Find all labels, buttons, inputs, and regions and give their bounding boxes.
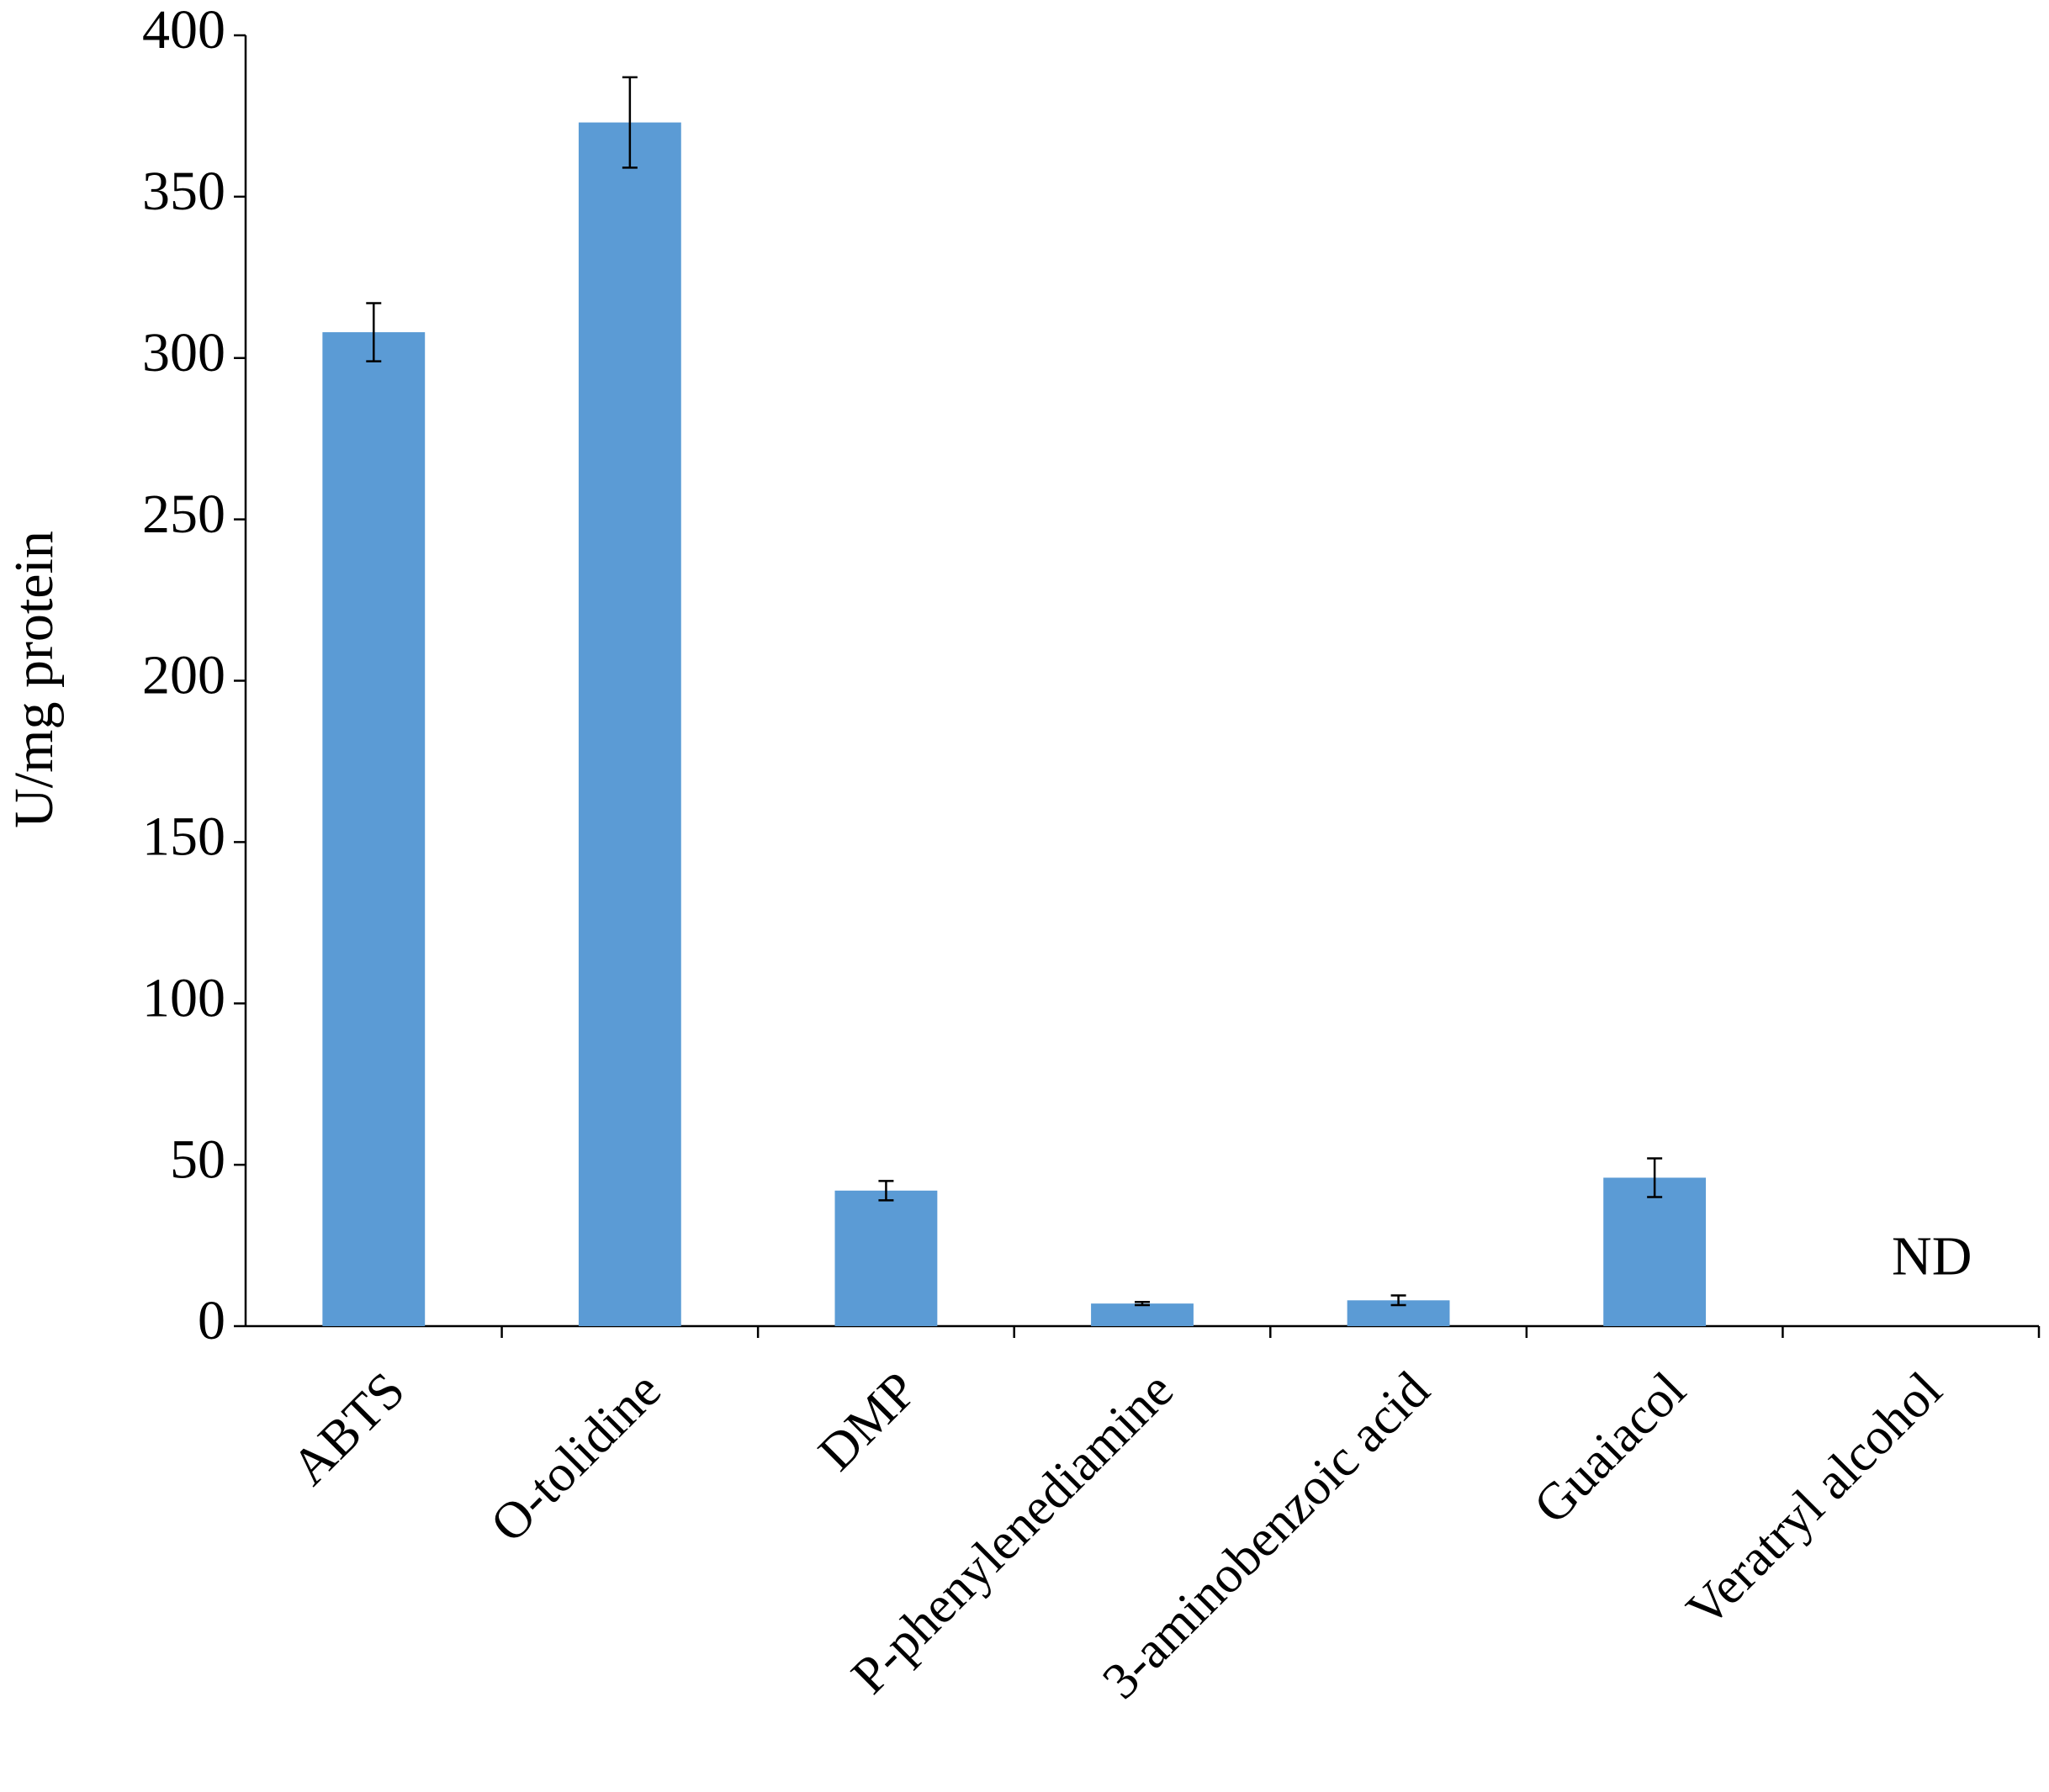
y-tick-label: 100 — [142, 967, 225, 1028]
bar — [322, 332, 426, 1326]
bar — [578, 122, 681, 1326]
y-tick-label: 300 — [142, 322, 225, 383]
y-tick-label: 350 — [142, 161, 225, 222]
x-tick-label: O-tolidine — [480, 1361, 672, 1553]
value-label: ND — [1892, 1225, 1972, 1287]
x-tick-label: Veratryl alcohol — [1676, 1361, 1952, 1638]
x-tick-label: Guaiacol — [1523, 1361, 1697, 1535]
x-tick-label: ABTS — [281, 1361, 416, 1496]
bar — [834, 1190, 938, 1326]
y-tick-label: 150 — [142, 806, 225, 868]
bar — [1603, 1177, 1707, 1326]
bar — [1091, 1303, 1194, 1326]
y-tick-label: 200 — [142, 645, 225, 706]
x-tick-label: DMP — [807, 1361, 928, 1482]
y-tick-label: 0 — [198, 1290, 225, 1351]
y-axis-label: U/mg protein — [3, 531, 65, 828]
y-tick-label: 250 — [142, 484, 225, 545]
y-tick-label: 400 — [142, 0, 225, 61]
y-tick-label: 50 — [170, 1129, 225, 1190]
